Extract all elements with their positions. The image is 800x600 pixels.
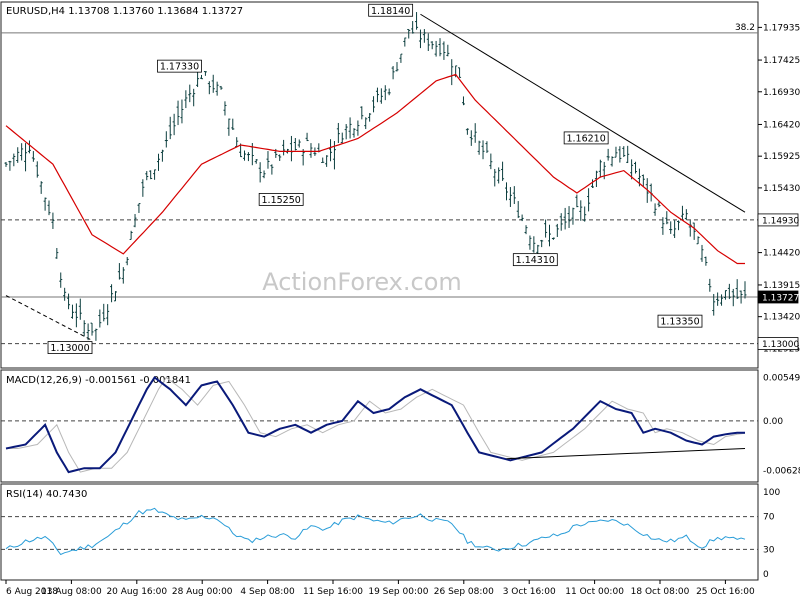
price-panel-frame — [0, 1, 759, 369]
annotation-box — [157, 59, 202, 73]
rsi-tick-label: 70 — [763, 513, 775, 523]
x-tick-label: 3 Oct 16:00 — [503, 587, 556, 597]
macd-lines — [1, 376, 758, 474]
macd-signal-line — [6, 376, 746, 473]
x-tick-label: 11 Oct 00:00 — [565, 587, 624, 597]
annotation-box — [512, 253, 558, 267]
macd-tick-label: 0.00 — [763, 417, 783, 427]
fib-level-label: 38.2 — [735, 23, 755, 33]
x-tick-label: 26 Sep 08:00 — [434, 587, 494, 597]
y-tick-label: 1.13915 — [763, 281, 800, 291]
macd-tick-label: 0.005493 — [763, 374, 800, 384]
y-tick-label: 1.15430 — [763, 184, 800, 194]
rsi-line — [5, 507, 746, 556]
y-tick-label: 1.16420 — [763, 120, 800, 130]
trendline — [5, 295, 93, 341]
x-tick-label: 18 Oct 08:00 — [631, 587, 690, 597]
x-tick-label: 6 Aug 2018 — [6, 587, 58, 597]
x-tick-label: 11 Sep 16:00 — [303, 587, 363, 597]
annotation-label: 1.15250 — [262, 195, 301, 206]
symbol-header: EURUSD,H4 1.13708 1.13760 1.13684 1.1372… — [6, 6, 243, 17]
moving-average-line — [5, 73, 745, 265]
macd-panel-frame — [0, 369, 759, 483]
trendlines — [5, 13, 746, 341]
y-tick-label: 1.14420 — [763, 249, 800, 259]
price-tag — [757, 213, 799, 227]
macd-y-axis: 0.005493 0.00 -0.006282 — [763, 374, 800, 477]
x-tick-label: 20 Aug 16:00 — [106, 587, 167, 597]
price-tag-label: 1.13727 — [762, 293, 799, 303]
y-tick-label: 1.17935 — [763, 23, 800, 33]
rsi-y-axis: 100 70 30 0 — [763, 488, 780, 580]
macd-panel: MACD(12,26,9) -0.001561 -0.001841 0.0054… — [0, 369, 800, 483]
x-tick-label: 28 Aug 00:00 — [172, 587, 233, 597]
rsi-label: RSI(14) 40.7430 — [6, 489, 87, 500]
annotation-label: 1.14310 — [516, 255, 555, 266]
macd-line — [5, 376, 745, 474]
price-tag-label: 1.14930 — [762, 216, 799, 226]
price-panel: EURUSD,H4 1.13708 1.13760 1.13684 1.1372… — [0, 1, 800, 369]
price-y-axis: 1.17935 1.17425 1.16930 1.16420 1.15925 1.154… — [757, 23, 800, 354]
price-tag — [757, 290, 799, 304]
annotation-label: 1.18140 — [371, 6, 410, 17]
price-tag — [757, 337, 799, 350]
annotation-box — [657, 314, 703, 328]
annotation-label: 1.17330 — [160, 62, 199, 73]
watermark: ActionForex.com — [262, 268, 462, 296]
rsi-tick-label: 30 — [763, 545, 775, 555]
annotation-box — [563, 131, 609, 145]
annotation-box — [47, 341, 93, 354]
x-tick-label: 19 Sep 00:00 — [368, 587, 428, 597]
x-tick-label: 13 Aug 08:00 — [41, 587, 102, 597]
rsi-lines — [1, 507, 758, 556]
rsi-tick-label: 0 — [763, 570, 769, 580]
macd-label: MACD(12,26,9) -0.001561 -0.001841 — [6, 375, 191, 386]
y-tick-label: 1.15925 — [763, 152, 800, 162]
macd-trendline — [506, 447, 746, 460]
annotation-box — [368, 3, 414, 17]
price-annotations: 1.18140 1.17330 1.15250 1.16210 1.14310 1.133… — [47, 3, 703, 354]
horizontal-lines: 38.2 — [1, 23, 758, 345]
annotation-label: 1.13350 — [660, 317, 699, 328]
annotation-label: 1.13000 — [50, 343, 89, 354]
price-tag-label: 1.13000 — [762, 340, 799, 350]
candlesticks — [4, 12, 747, 341]
rsi-panel-frame — [0, 483, 759, 581]
y-tick-label: 1.17425 — [763, 56, 800, 66]
annotation-box — [258, 193, 304, 206]
rsi-tick-label: 100 — [763, 488, 780, 498]
y-tick-label: 1.16930 — [763, 88, 800, 98]
rsi-panel: RSI(14) 40.7430 100 70 30 0 — [0, 483, 780, 581]
x-tick-label: 25 Oct 16:00 — [696, 587, 755, 597]
trendline — [420, 13, 746, 213]
macd-tick-label: -0.006282 — [763, 466, 800, 476]
x-tick-label: 4 Sep 08:00 — [240, 587, 295, 597]
y-tick-label: 1.13420 — [763, 313, 800, 323]
annotation-label: 1.16210 — [566, 133, 605, 144]
